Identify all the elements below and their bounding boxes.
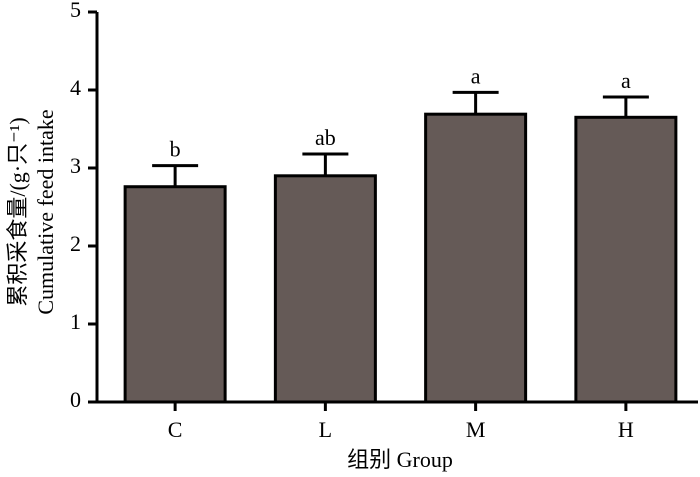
bar: [273, 174, 377, 404]
significance-label: ab: [315, 125, 336, 150]
significance-label: a: [471, 63, 481, 88]
x-tick-label: L: [319, 417, 332, 442]
bar: [123, 185, 227, 404]
x-tick-label: C: [168, 417, 183, 442]
y-tick-label: 5: [70, 0, 81, 22]
y-tick-label: 3: [70, 153, 81, 178]
significance-label: b: [170, 137, 181, 162]
y-axis-label: Cumulative feed intake: [33, 109, 58, 314]
y-tick-label: 0: [70, 387, 81, 412]
x-tick-label: M: [466, 417, 486, 442]
x-tick-label: H: [618, 417, 634, 442]
bar: [424, 112, 528, 404]
significance-label: a: [621, 68, 631, 93]
y-tick-label: 4: [70, 75, 81, 100]
x-axis-label: 组别 Group: [347, 447, 453, 472]
y-tick-label: 1: [70, 309, 81, 334]
bar: [574, 115, 678, 404]
y-axis-label: 累积采食量/(g·只⁻¹): [5, 117, 30, 306]
y-tick-label: 2: [70, 231, 81, 256]
